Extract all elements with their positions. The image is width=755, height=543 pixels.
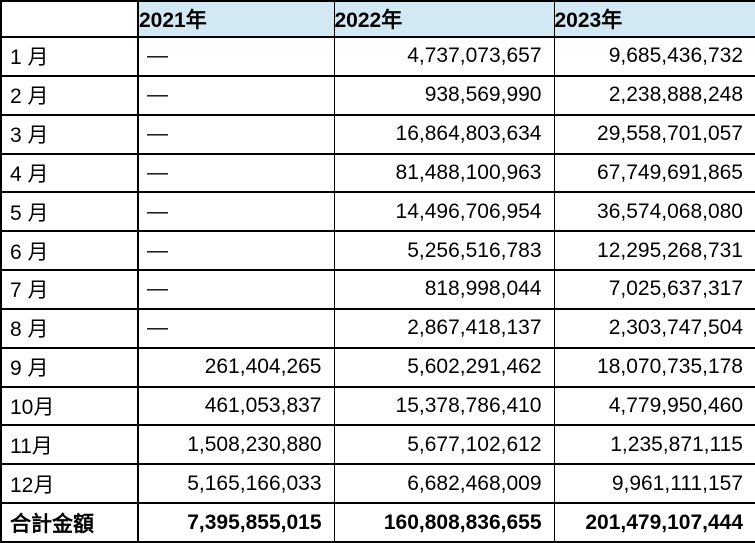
header-row: 2021年 2022年 2023年 bbox=[0, 0, 755, 38]
month-label-cell: 4 月 bbox=[0, 152, 139, 194]
value-cell: 160,808,836,655 bbox=[333, 502, 555, 543]
table-row: 12月 5,165,166,033 6,682,468,009 9,961,111,1… bbox=[0, 463, 755, 505]
value-cell: 18,070,735,178 bbox=[553, 346, 755, 388]
value-cell: 261,404,265 bbox=[137, 346, 335, 388]
value-cell: 67,749,691,865 bbox=[553, 152, 755, 194]
column-header-2022: 2022年 bbox=[333, 0, 555, 38]
month-label-cell: 11月 bbox=[0, 424, 139, 466]
month-label-cell: 7 月 bbox=[0, 269, 139, 310]
empty-value-cell: — bbox=[137, 307, 335, 349]
table-row: 5 月 —14,496,706,954 36,574,068,080 bbox=[0, 191, 755, 233]
value-cell: 818,998,044 bbox=[333, 269, 555, 310]
value-cell: 1,508,230,880 bbox=[137, 424, 335, 466]
value-cell: 9,685,436,732 bbox=[553, 36, 755, 77]
empty-value-cell: — bbox=[137, 74, 335, 116]
month-label-cell: 10月 bbox=[0, 385, 139, 427]
table-row: 3 月 —16,864,803,634 29,558,701,057 bbox=[0, 113, 755, 155]
table-row: 7 月 —818,998,044 7,025,637,317 bbox=[0, 269, 755, 310]
month-label-cell: 2 月 bbox=[0, 74, 139, 116]
value-cell: 2,303,747,504 bbox=[553, 307, 755, 349]
column-header-2023: 2023年 bbox=[553, 0, 755, 38]
empty-value-cell: — bbox=[137, 191, 335, 233]
table-row: 6 月 —5,256,516,783 12,295,268,731 bbox=[0, 230, 755, 272]
table-row: 4 月 —81,488,100,963 67,749,691,865 bbox=[0, 152, 755, 194]
empty-value-cell: — bbox=[137, 230, 335, 272]
value-cell: 15,378,786,410 bbox=[333, 385, 555, 427]
month-label-cell: 12月 bbox=[0, 463, 139, 505]
empty-value-cell: — bbox=[137, 36, 335, 77]
month-label-cell: 9 月 bbox=[0, 346, 139, 388]
value-cell: 12,295,268,731 bbox=[553, 230, 755, 272]
table-row: 10月 461,053,837 15,378,786,410 4,779,950,46… bbox=[0, 385, 755, 427]
corner-cell bbox=[0, 0, 139, 38]
value-cell: 938,569,990 bbox=[333, 74, 555, 116]
value-cell: 2,238,888,248 bbox=[553, 74, 755, 116]
value-cell: 4,737,073,657 bbox=[333, 36, 555, 77]
value-cell: 5,256,516,783 bbox=[333, 230, 555, 272]
value-cell: 1,235,871,115 bbox=[553, 424, 755, 466]
value-cell: 2,867,418,137 bbox=[333, 307, 555, 349]
month-label-cell: 6 月 bbox=[0, 230, 139, 272]
value-cell: 7,395,855,015 bbox=[137, 502, 335, 543]
table-row: 9 月 261,404,265 5,602,291,462 18,070,735,17… bbox=[0, 346, 755, 388]
value-cell: 5,165,166,033 bbox=[137, 463, 335, 505]
table-row: 2 月 —938,569,990 2,238,888,248 bbox=[0, 74, 755, 116]
month-label-cell: 1 月 bbox=[0, 36, 139, 77]
value-cell: 201,479,107,444 bbox=[553, 502, 755, 543]
table-row: 1 月 —4,737,073,657 9,685,436,732 bbox=[0, 36, 755, 77]
month-label-cell: 8 月 bbox=[0, 307, 139, 349]
value-cell: 4,779,950,460 bbox=[553, 385, 755, 427]
month-label-cell: 3 月 bbox=[0, 113, 139, 155]
value-cell: 9,961,111,157 bbox=[553, 463, 755, 505]
value-cell: 81,488,100,963 bbox=[333, 152, 555, 194]
value-cell: 16,864,803,634 bbox=[333, 113, 555, 155]
value-cell: 461,053,837 bbox=[137, 385, 335, 427]
table-row: 11月 1,508,230,880 5,677,102,612 1,235,871,1… bbox=[0, 424, 755, 466]
value-cell: 5,677,102,612 bbox=[333, 424, 555, 466]
value-cell: 6,682,468,009 bbox=[333, 463, 555, 505]
month-label-cell: 5 月 bbox=[0, 191, 139, 233]
column-header-2021: 2021年 bbox=[137, 0, 335, 38]
table-row: 8 月 —2,867,418,137 2,303,747,504 bbox=[0, 307, 755, 349]
value-cell: 36,574,068,080 bbox=[553, 191, 755, 233]
empty-value-cell: — bbox=[137, 269, 335, 310]
empty-value-cell: — bbox=[137, 152, 335, 194]
empty-value-cell: — bbox=[137, 113, 335, 155]
value-cell: 5,602,291,462 bbox=[333, 346, 555, 388]
value-cell: 14,496,706,954 bbox=[333, 191, 555, 233]
value-cell: 7,025,637,317 bbox=[553, 269, 755, 310]
total-row: 合計金額 7,395,855,015 160,808,836,655 201,479,… bbox=[0, 502, 755, 543]
value-cell: 29,558,701,057 bbox=[553, 113, 755, 155]
total-label-cell: 合計金額 bbox=[0, 502, 139, 543]
